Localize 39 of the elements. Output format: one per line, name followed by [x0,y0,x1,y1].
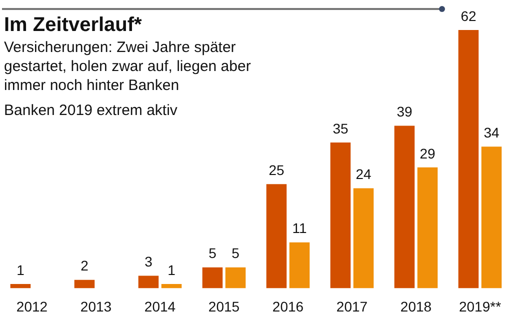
x-tick-label: 2016 [272,298,304,314]
x-tick-label: 2014 [144,298,176,314]
data-label: 39 [396,104,412,120]
data-label: 11 [292,220,307,236]
bar [458,30,479,288]
x-tick-label: 2019** [458,298,502,314]
data-label: 1 [168,262,176,278]
bar [289,242,310,288]
x-tick-label: 2013 [80,298,112,314]
bar [330,142,351,288]
bar [481,146,502,288]
bar [353,188,374,288]
x-tick-label: 2018 [400,298,432,314]
bar [266,184,287,288]
data-label: 29 [420,145,436,162]
data-label: 34 [484,124,500,140]
bar [225,267,246,288]
data-label: 1 [16,262,25,278]
data-label: 5 [232,245,240,262]
data-label: 62 [460,8,476,24]
bar [394,126,415,288]
x-tick-label: 2015 [208,298,240,314]
x-tick-label: 2012 [16,298,48,314]
x-tick-label: 2017 [336,298,368,314]
data-label: 3 [144,254,153,270]
data-label: 25 [268,162,284,178]
bar [161,284,182,288]
data-label: 24 [356,166,372,182]
data-label: 35 [332,120,348,136]
data-label: 5 [208,245,217,262]
bar [138,276,159,288]
bar [202,267,223,288]
chart-title: Im Zeitverlauf* [4,14,143,37]
data-label: 2 [80,258,89,274]
text: Versicherungen: Zwei Jahre später gestartet, holen zwar auf, liegen aber immer noch hinter Banken [4,38,252,95]
annotation: Banken 2019 extrem aktiv [4,101,178,120]
bar [417,167,438,288]
bar [74,280,95,288]
bar [10,284,31,288]
